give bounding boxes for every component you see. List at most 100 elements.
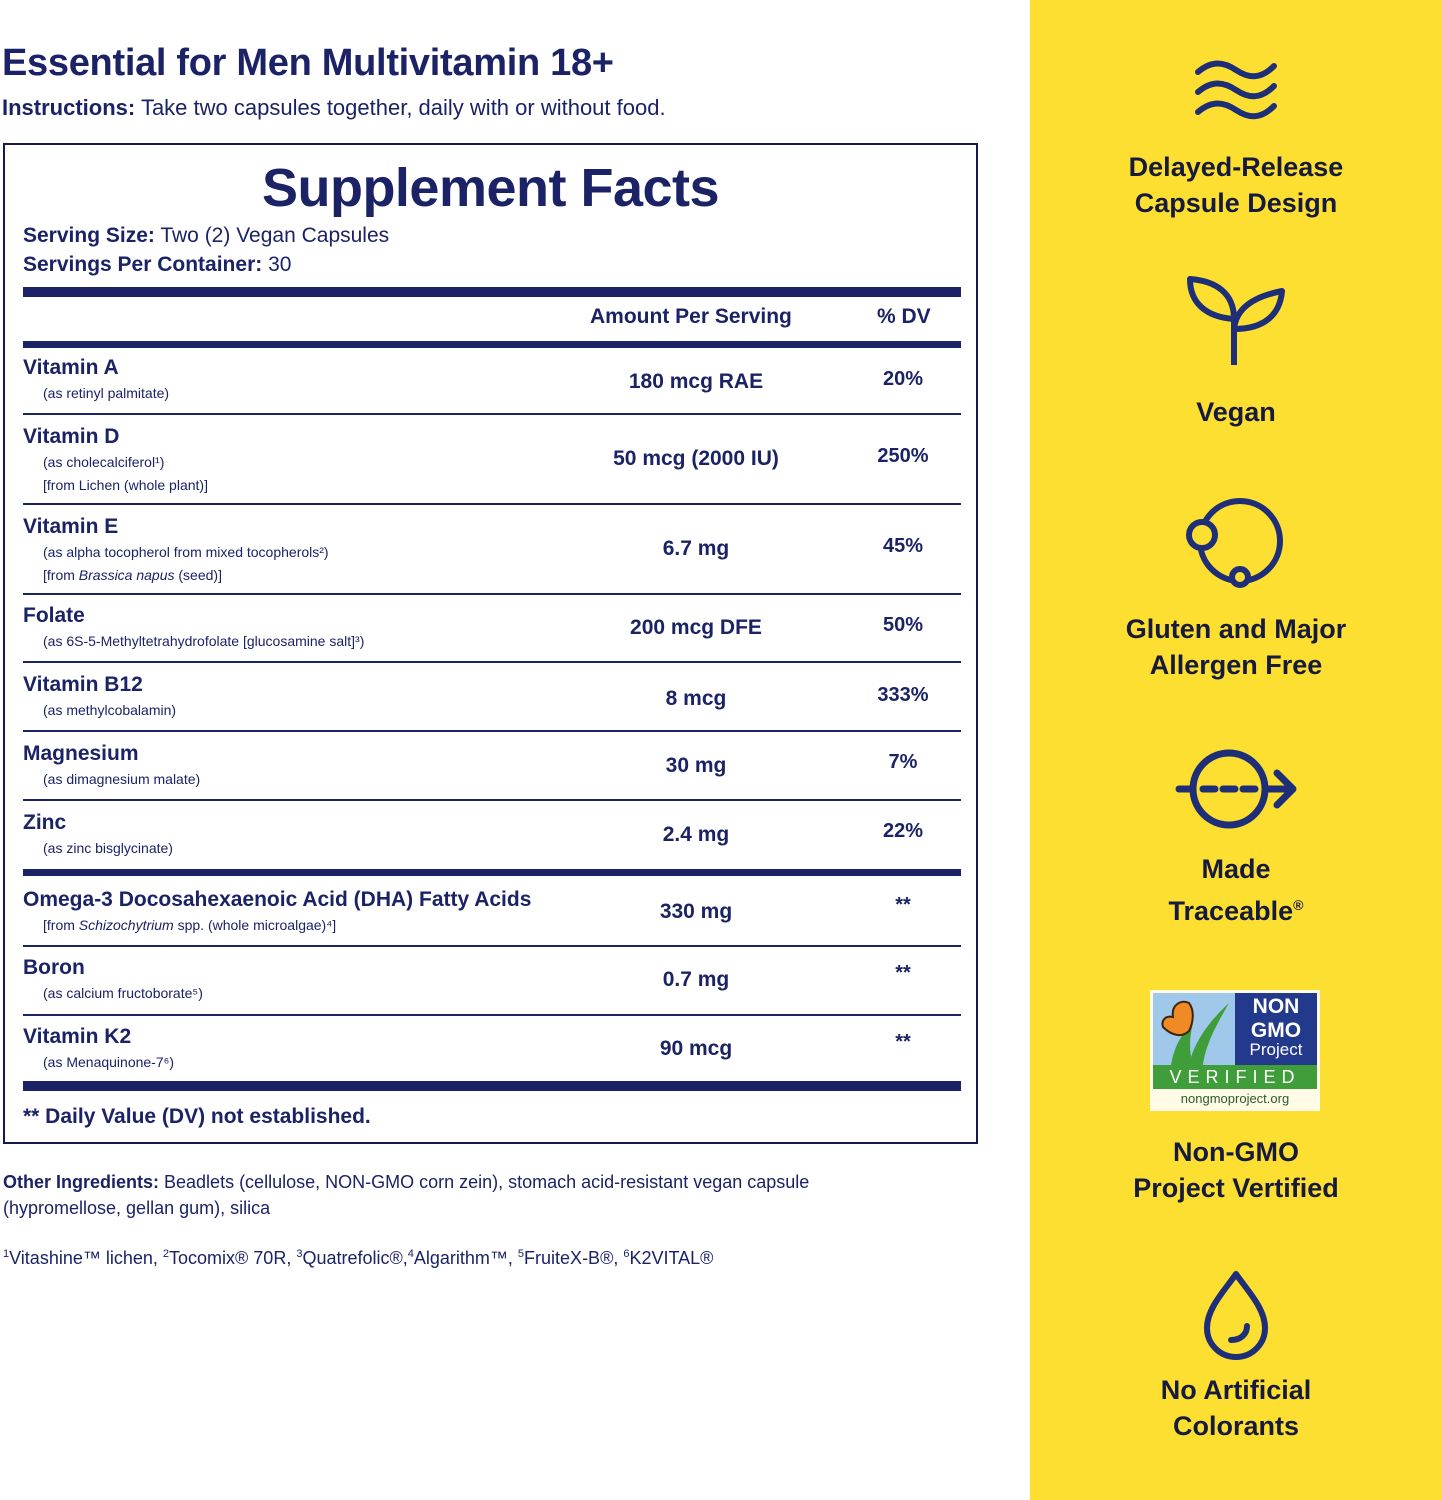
- supplement-facts-panel: Essential for Men Multivitamin 18+ Instr…: [2, 42, 978, 1269]
- divider: [23, 1014, 961, 1016]
- source-suffix: (seed)]: [174, 567, 222, 583]
- servings-per-container-value: 30: [262, 253, 292, 276]
- non-gmo-project-badge: NON GMO Project VERIFIED nongmoproject.o…: [1150, 990, 1320, 1111]
- footnote-text: Quatrefolic®,: [302, 1248, 408, 1268]
- badge-verified: VERIFIED: [1153, 1065, 1317, 1089]
- feature-label-line: Gluten and Major: [1125, 614, 1347, 644]
- supplement-facts-table: Supplement Facts Serving Size: Two (2) V…: [3, 143, 978, 1144]
- nutrient-source: (as Menaquinone-7⁶): [43, 1054, 175, 1070]
- source-species: Brassica napus: [78, 567, 175, 583]
- footnote-number: 2: [162, 1248, 170, 1260]
- dv-footnote: ** Daily Value (DV) not established.: [23, 1105, 371, 1128]
- nutrient-amount: 90 mcg: [659, 1037, 733, 1060]
- footnote-text: Algarithm™,: [413, 1248, 518, 1268]
- footnote-text: Vitashine™ lichen,: [9, 1248, 163, 1268]
- allergen-free-icon: [1186, 498, 1283, 588]
- nutrient-name: Vitamin B12: [23, 673, 143, 696]
- nutrient-amount: 50 mcg (2000 IU): [613, 447, 779, 470]
- nutrient-name: Vitamin D: [23, 425, 120, 448]
- feature-allergen-free: Gluten and Major Allergen Free: [1030, 611, 1442, 683]
- feature-label-line: Delayed-Release: [1128, 152, 1344, 182]
- footnote-number: 3: [296, 1248, 303, 1260]
- servings-per-container-label: Servings Per Container:: [23, 253, 263, 276]
- divider: [23, 593, 961, 595]
- source-prefix: [from: [43, 917, 79, 933]
- feature-non-gmo: Non-GMO Project Vertified: [1030, 1134, 1442, 1206]
- nutrient-name: Omega-3 Docosahexaenoic Acid (DHA) Fatty…: [23, 888, 532, 911]
- badge-sky-panel: [1153, 993, 1235, 1065]
- divider-thick: [23, 287, 961, 297]
- facts-title: Supplement Facts: [261, 158, 720, 218]
- nutrient-amount: 6.7 mg: [662, 537, 730, 560]
- badge-text-gmo: GMO: [1250, 1019, 1302, 1042]
- source-species: Schizochytrium: [78, 917, 174, 933]
- feature-label-line: Non-GMO: [1173, 1137, 1299, 1167]
- butterfly-grass-icon: [1161, 1000, 1229, 1065]
- footnote-number: 5: [517, 1248, 525, 1260]
- nutrient-amount: 30 mg: [665, 754, 727, 777]
- other-ingredients-text: Beadlets (cellulose, NON-GMO corn zein),…: [3, 1172, 810, 1218]
- footnote-number: 4: [407, 1248, 414, 1260]
- feature-label-line: Vegan: [1196, 397, 1276, 427]
- nutrient-amount: 0.7 mg: [662, 968, 730, 991]
- footnote-number: 6: [623, 1248, 630, 1260]
- footnote-text: FruiteX-B®,: [524, 1248, 624, 1268]
- nutrient-source: (as retinyl palmitate): [43, 385, 170, 401]
- badge-text-project: Project: [1249, 1040, 1303, 1059]
- instructions-text: Take two capsules together, daily with o…: [135, 95, 666, 120]
- footnote-text: K2VITAL®: [629, 1248, 714, 1268]
- features-panel: Delayed-Release Capsule Design Vegan Glu…: [1030, 0, 1442, 1500]
- traceable-arrow-icon: [1175, 749, 1297, 829]
- feature-label-line: Colorants: [1172, 1411, 1299, 1441]
- nutrient-source: (as alpha tocopherol from mixed tocopher…: [43, 544, 329, 560]
- divider: [23, 503, 961, 505]
- nutrient-name: Vitamin K2: [23, 1025, 132, 1048]
- nutrient-name: Vitamin E: [23, 515, 119, 538]
- nutrient-dv: 333%: [877, 684, 929, 706]
- nutrient-dv: **: [895, 894, 911, 916]
- nutrient-dv: 250%: [877, 445, 929, 467]
- nutrient-amount: 200 mcg DFE: [630, 616, 762, 639]
- nutrient-name: Folate: [23, 604, 85, 627]
- nutrient-dv: 7%: [888, 751, 918, 773]
- nutrient-dv: **: [895, 962, 911, 984]
- nutrient-name: Zinc: [23, 811, 67, 834]
- feature-no-artificial-colorants: No Artificial Colorants: [1030, 1372, 1442, 1444]
- sprout-icon: [1187, 276, 1285, 365]
- other-ingredients: Other Ingredients: Beadlets (cellulose, …: [3, 1169, 903, 1221]
- divider-header: [23, 341, 961, 348]
- nutrient-source: (as 6S-5-Methyltetrahydrofolate [glucosa…: [43, 633, 365, 649]
- footnote-number: 1: [3, 1248, 10, 1260]
- serving-size-value: Two (2) Vegan Capsules: [154, 224, 390, 247]
- nutrient-name: Magnesium: [23, 742, 139, 765]
- registered-mark: ®: [1293, 897, 1304, 913]
- footnote-text: Tocomix® 70R,: [169, 1248, 297, 1268]
- serving-size-label: Serving Size:: [23, 224, 155, 247]
- divider: [23, 413, 961, 415]
- feature-label-line: Traceable®: [1030, 887, 1442, 929]
- nutrient-source-detail: [from Lichen (whole plant)]: [43, 477, 208, 493]
- divider: [23, 661, 961, 663]
- divider: [23, 799, 961, 801]
- instructions-label: Instructions:: [2, 95, 136, 120]
- feature-vegan: Vegan: [1030, 394, 1442, 430]
- nutrient-amount: 180 mcg RAE: [628, 370, 764, 393]
- feature-made-traceable: Made Traceable®: [1030, 851, 1442, 929]
- feature-delayed-release: Delayed-Release Capsule Design: [1030, 149, 1442, 221]
- badge-url: nongmoproject.org: [1180, 1091, 1290, 1106]
- nutrient-dv: 45%: [882, 535, 924, 557]
- feature-label-line: Capsule Design: [1134, 188, 1338, 218]
- trademark-footnotes: 1Vitashine™ lichen, 2Tocomix® 70R, 3Quat…: [3, 1248, 713, 1269]
- product-title: Essential for Men Multivitamin 18+: [2, 42, 614, 84]
- nutrient-source: (as dimagnesium malate): [43, 771, 201, 787]
- nutrient-name: Boron: [23, 956, 85, 979]
- nutrient-dv: 20%: [882, 368, 924, 390]
- servings-per-container: Servings Per Container: 30: [23, 250, 389, 279]
- feature-label-line: Project Vertified: [1133, 1173, 1339, 1203]
- nutrient-source: (as calcium fructoborate⁵): [43, 985, 203, 1001]
- divider-section: [23, 869, 961, 876]
- nutrient-name: Vitamin A: [23, 356, 119, 379]
- nutrient-source: (as zinc bisglycinate): [43, 840, 173, 856]
- nutrient-dv: 50%: [882, 614, 924, 636]
- feature-label-line: Allergen Free: [1149, 650, 1323, 680]
